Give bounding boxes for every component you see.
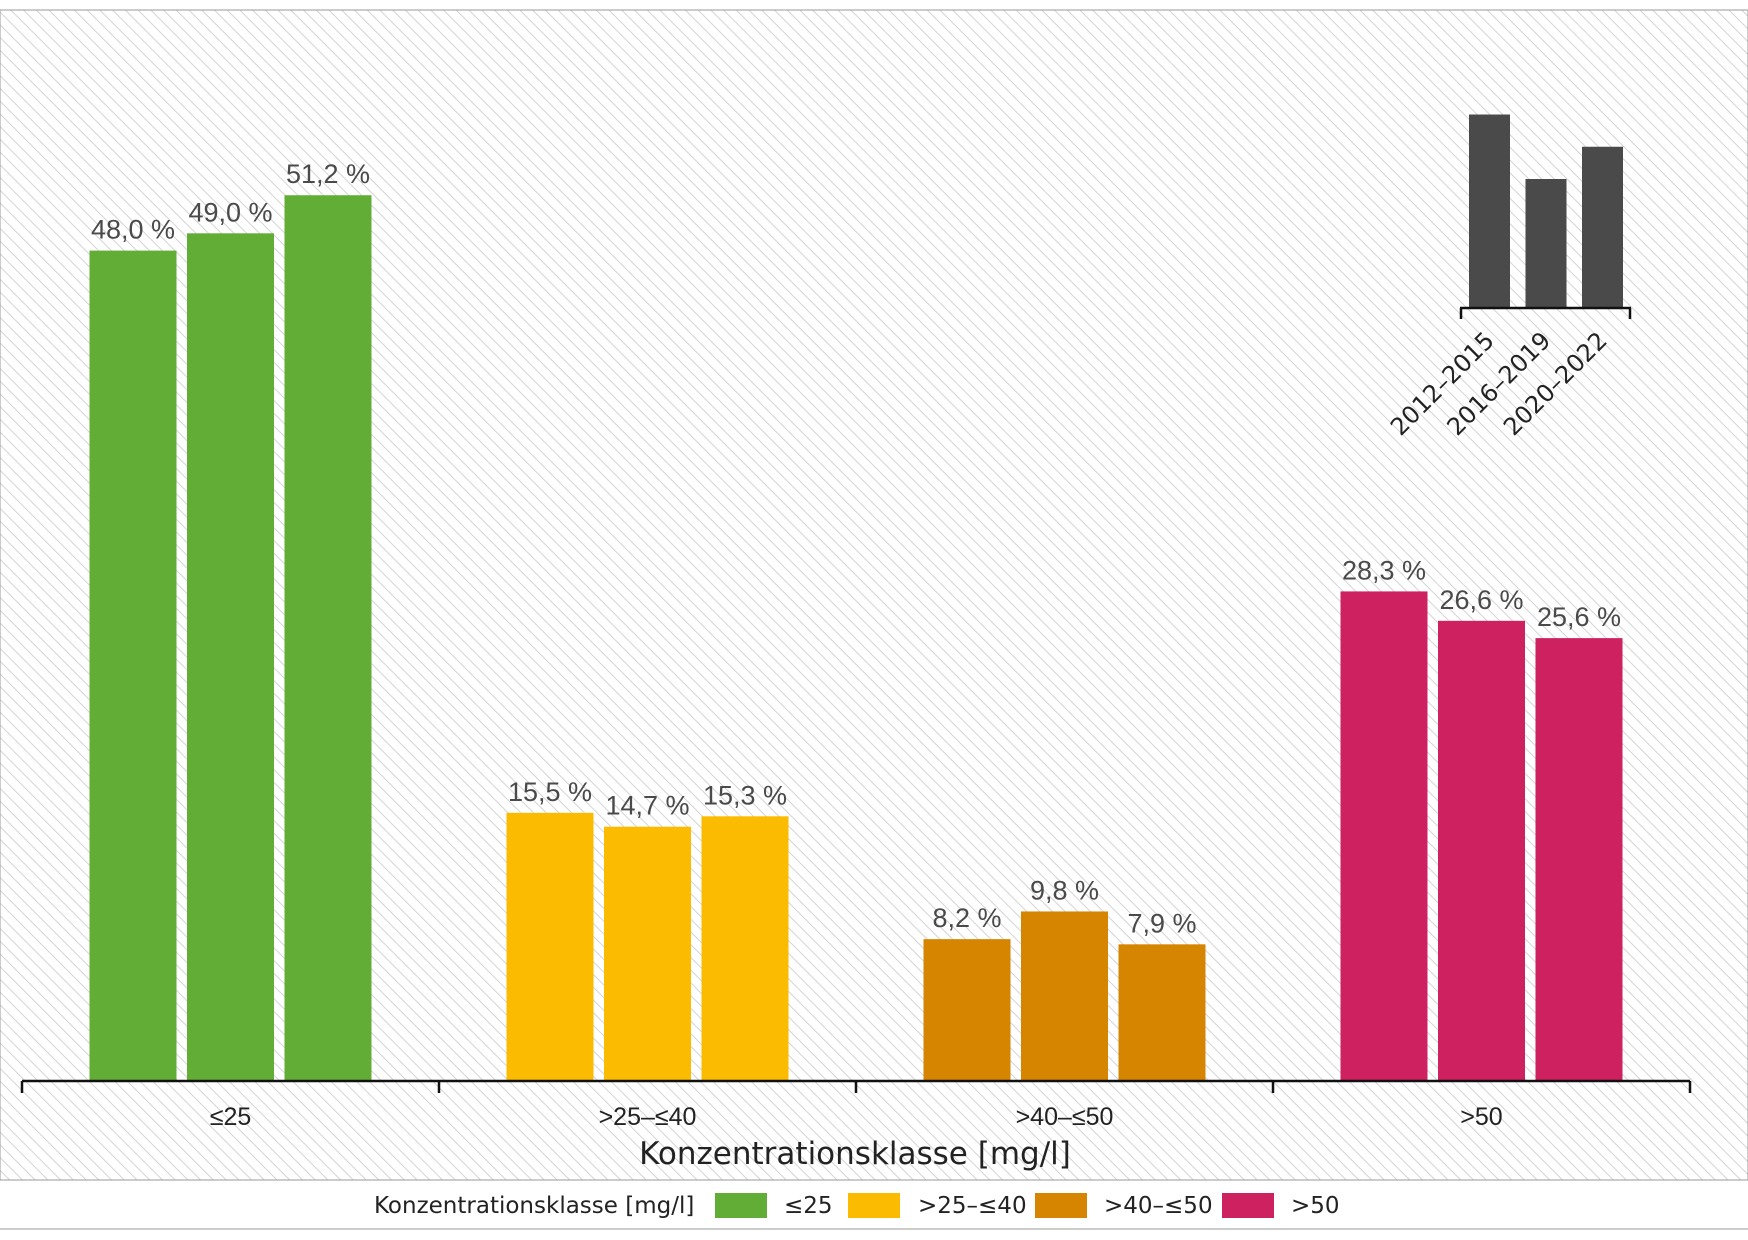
legend-entry-3: >50 [1291, 1193, 1340, 1219]
bar-0-2 [284, 195, 372, 1082]
legend-swatch-3 [1222, 1193, 1274, 1218]
value-label-0-2: 51,2 % [286, 159, 370, 189]
value-label-2-2: 7,9 % [1127, 908, 1196, 938]
legend-entry-2: >40–≤50 [1104, 1193, 1213, 1219]
value-label-2-0: 8,2 % [932, 903, 1001, 933]
value-label-1-0: 15,5 % [508, 777, 592, 807]
bar-0-0 [89, 250, 177, 1082]
bar-0-1 [187, 233, 274, 1082]
value-label-3-1: 26,6 % [1439, 585, 1523, 615]
x-axis-label: Konzentrationsklasse [mg/l] [639, 1136, 1071, 1172]
value-label-0-1: 49,0 % [188, 197, 272, 227]
bar-1-1 [604, 826, 691, 1081]
x-tick-label-2: >40–≤50 [1016, 1103, 1114, 1131]
legend-swatch-0 [715, 1193, 767, 1218]
value-labels-layer: 48,0 % 49,0 % 51,2 % 15,5 % 14,7 % 15,3 % 8,2 … [91, 159, 1621, 938]
bar-1-2 [701, 816, 789, 1081]
value-label-1-1: 14,7 % [605, 791, 689, 821]
bar-1-0 [506, 812, 594, 1081]
bar-2-2 [1118, 944, 1206, 1081]
x-tick-label-3: >50 [1460, 1103, 1502, 1131]
bar-3-0 [1340, 591, 1428, 1081]
x-tick-label-0: ≤25 [210, 1103, 252, 1131]
legend-swatch-2 [1035, 1193, 1087, 1218]
legend-title: Konzentrationsklasse [mg/l] [374, 1193, 694, 1219]
value-label-1-2: 15,3 % [703, 780, 787, 810]
bar-2-1 [1021, 911, 1108, 1081]
value-label-3-2: 25,6 % [1537, 602, 1621, 632]
legend-swatch-1 [848, 1193, 900, 1218]
value-label-2-1: 9,8 % [1030, 875, 1099, 905]
value-label-3-0: 28,3 % [1342, 555, 1426, 585]
bar-2-0 [923, 939, 1011, 1081]
bar-3-1 [1438, 620, 1525, 1081]
inset-bar-2 [1582, 146, 1623, 308]
inset-bar-1 [1525, 179, 1567, 308]
bars-layer [89, 195, 1623, 1082]
legend-entry-0: ≤25 [784, 1193, 833, 1219]
legend-entry-1: >25–≤40 [918, 1193, 1027, 1219]
x-tick-label-1: >25–≤40 [599, 1103, 697, 1131]
inset-bar-0 [1469, 114, 1510, 308]
bar-3-2 [1535, 638, 1623, 1081]
value-label-0-0: 48,0 % [91, 215, 175, 245]
legend: Konzentrationsklasse [mg/l] ≤25 >25–≤40 >40… [374, 1193, 1340, 1219]
x-axis: ≤25 >25–≤40 >40–≤50 >50 [20, 1079, 1692, 1131]
